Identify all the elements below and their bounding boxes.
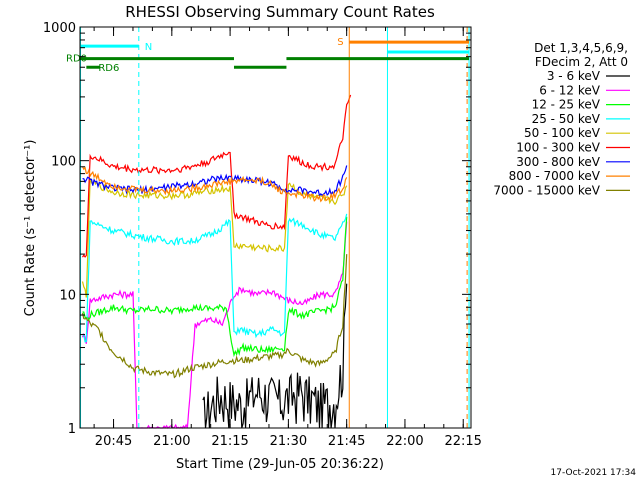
legend-entry-label: 6 - 12 keV bbox=[539, 83, 601, 97]
legend-entry-label: 12 - 25 keV bbox=[532, 98, 601, 112]
y-tick-label: 1000 bbox=[43, 21, 76, 36]
y-tick-label: 1 bbox=[68, 422, 76, 437]
x-tick-label: 22:15 bbox=[444, 434, 481, 449]
axis-layer: 1 10 100 1000 20:45 21:00 21:15 21:30 21:45 22:00… bbox=[43, 21, 482, 449]
generation-timestamp: 17-Oct-2021 17:34 bbox=[551, 468, 637, 478]
marker-layer: N S RD0 RD6 bbox=[66, 27, 470, 428]
x-tick-label: 21:30 bbox=[270, 434, 307, 449]
legend-entry-label: 800 - 7000 keV bbox=[509, 169, 601, 183]
series-line bbox=[81, 254, 348, 379]
plot-frame bbox=[79, 26, 472, 429]
legend-entry-label: 50 - 100 keV bbox=[524, 126, 601, 140]
series-line bbox=[81, 221, 348, 429]
legend-entry-label: 3 - 6 keV bbox=[547, 69, 601, 83]
legend-entry-label: 25 - 50 keV bbox=[532, 112, 601, 126]
series-line bbox=[82, 213, 348, 343]
legend-entry-label: 300 - 800 keV bbox=[516, 155, 600, 169]
marker-label: RD0 bbox=[66, 54, 87, 65]
legend-entry-label: 7000 - 15000 keV bbox=[493, 183, 600, 197]
x-tick-label: 21:15 bbox=[211, 434, 248, 449]
marker-label: N bbox=[145, 42, 152, 53]
legend-header-line-1: Det 1,3,4,5,6,9, bbox=[534, 41, 628, 55]
legend-entry-label: 100 - 300 keV bbox=[516, 141, 600, 155]
series-line bbox=[82, 216, 348, 358]
marker-label: RD6 bbox=[98, 63, 119, 74]
x-tick-label: 21:00 bbox=[153, 434, 190, 449]
legend: Det 1,3,4,5,6,9, FDecim 2, Att 0 3 - 6 k… bbox=[493, 41, 630, 197]
series-line bbox=[81, 166, 348, 203]
chart-title: RHESSI Observing Summary Count Rates bbox=[125, 3, 435, 21]
x-tick-label: 21:45 bbox=[328, 434, 365, 449]
y-axis-label: Count Rate (s⁻¹ detector⁻¹) bbox=[23, 140, 38, 317]
series-layer bbox=[81, 94, 352, 429]
marker-label: S bbox=[337, 37, 343, 48]
x-axis-label: Start Time (29-Jun-05 20:36:22) bbox=[176, 457, 384, 472]
series-line bbox=[202, 283, 348, 429]
series-line bbox=[81, 94, 352, 258]
y-tick-label: 100 bbox=[51, 155, 76, 170]
x-tick-label: 20:45 bbox=[95, 434, 132, 449]
series-line bbox=[82, 165, 348, 197]
x-tick-label: 22:00 bbox=[386, 434, 423, 449]
y-tick-label: 10 bbox=[59, 288, 76, 303]
legend-header-line-2: FDecim 2, Att 0 bbox=[535, 55, 628, 69]
